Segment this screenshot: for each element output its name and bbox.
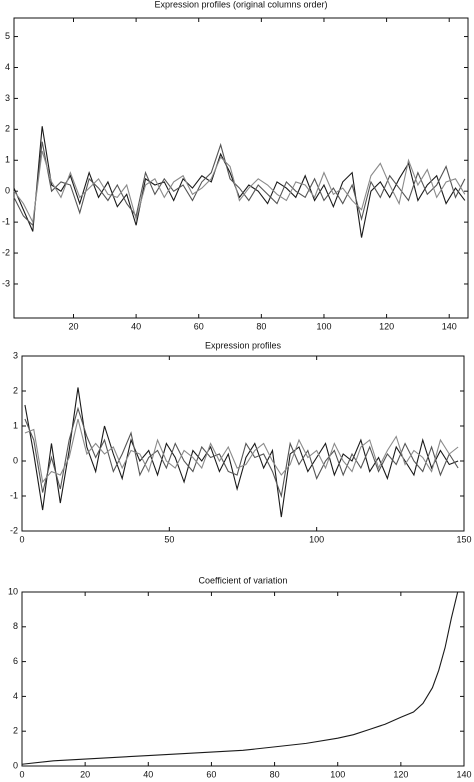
y-tick-label: -2: [10, 525, 18, 535]
y-tick-label: 1: [5, 155, 10, 165]
profile-line: [13, 126, 466, 238]
y-tick-label: -1: [2, 216, 10, 226]
y-tick-label: 3: [13, 350, 18, 360]
profile-line: [24, 406, 459, 499]
x-tick-label: 20: [68, 321, 78, 331]
x-tick-label: 140: [456, 769, 471, 779]
y-tick-label: -2: [2, 247, 10, 257]
profile-line: [24, 418, 459, 484]
chart-title: Expression profiles: [205, 340, 282, 350]
profile-line: [21, 591, 459, 765]
chart-title: Expression profiles (original columns or…: [154, 0, 327, 9]
profile-line: [13, 150, 466, 224]
y-tick-label: 10: [8, 586, 18, 596]
x-tick-label: 40: [143, 769, 153, 779]
x-tick-label: 60: [194, 321, 204, 331]
y-tick-label: 2: [13, 726, 18, 736]
plot-frame: [21, 591, 465, 767]
y-tick-label: 4: [5, 62, 10, 72]
y-tick-label: 3: [5, 93, 10, 103]
x-tick-label: 100: [316, 321, 331, 331]
x-tick-label: 80: [270, 769, 280, 779]
x-tick-label: 40: [131, 321, 141, 331]
y-tick-label: 4: [13, 691, 18, 701]
x-tick-label: 120: [379, 321, 394, 331]
plot-frame: [21, 355, 465, 532]
chart-title: Coefficient of variation: [199, 575, 288, 585]
y-tick-label: 0: [5, 186, 10, 196]
plot-frame: [13, 17, 469, 319]
y-tick-label: 5: [5, 31, 10, 41]
profile-line: [13, 141, 466, 227]
y-tick-label: -3: [2, 278, 10, 288]
profile-line: [24, 387, 459, 518]
x-tick-label: 150: [456, 534, 471, 544]
x-tick-label: 0: [19, 769, 24, 779]
y-tick-label: 0: [13, 760, 18, 770]
x-tick-label: 20: [80, 769, 90, 779]
x-tick-label: 120: [393, 769, 408, 779]
y-tick-label: 2: [13, 385, 18, 395]
x-tick-label: 140: [442, 321, 457, 331]
y-tick-label: 0: [13, 455, 18, 465]
x-tick-label: 80: [256, 321, 266, 331]
y-tick-label: 8: [13, 621, 18, 631]
y-tick-label: 1: [13, 420, 18, 430]
x-tick-label: 60: [206, 769, 216, 779]
x-tick-label: 0: [19, 534, 24, 544]
x-tick-label: 100: [330, 769, 345, 779]
x-tick-label: 50: [164, 534, 174, 544]
x-tick-label: 100: [309, 534, 324, 544]
y-tick-label: 6: [13, 656, 18, 666]
y-tick-label: -1: [10, 490, 18, 500]
y-tick-label: 2: [5, 124, 10, 134]
